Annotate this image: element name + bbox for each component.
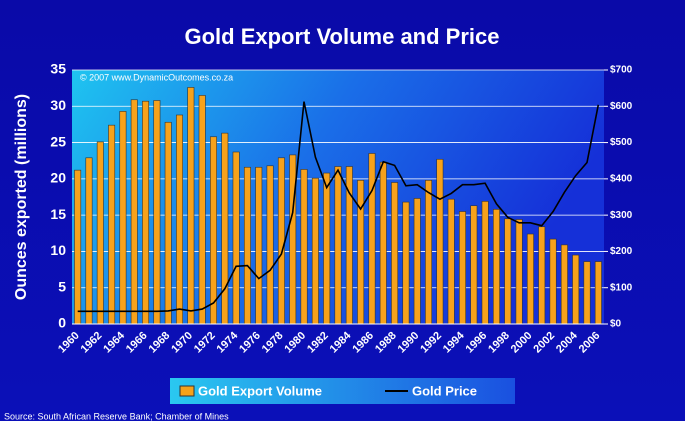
bar [108,124,116,325]
bar [391,182,399,325]
bar [210,136,217,325]
bar [481,201,489,325]
bar [515,219,523,325]
y2-tick-label: $200 [610,246,633,257]
y2-tick-label: $700 [610,65,633,76]
bar [425,180,433,325]
bar [368,153,376,325]
y-tick-label: 20 [50,170,66,186]
bar [198,95,206,325]
bar [74,169,82,325]
bar [187,87,195,325]
bar [560,244,568,325]
bar [492,209,500,325]
bar [594,261,602,325]
bar [176,114,184,325]
bar [526,233,534,325]
legend-label: Gold Export Volume [198,383,322,398]
bar [323,172,331,325]
bar [266,165,274,325]
bar [289,154,297,325]
bar [255,166,263,325]
bar [153,100,161,325]
bar [447,198,455,325]
y-tick-label: 25 [50,133,66,149]
y2-tick-label: $500 [610,137,633,148]
bar [232,151,240,325]
bar [549,238,557,325]
annotation: © 2007 www.DynamicOutcomes.co.za [80,72,233,82]
y-tick-label: 10 [50,242,66,258]
legend-swatch [179,385,195,397]
bar [243,166,251,325]
line [77,101,600,313]
y2-tick-label: $100 [610,282,633,293]
y-tick-label: 0 [58,315,66,331]
bar [277,157,285,325]
legend-label: Gold Price [412,383,477,398]
bar [538,226,546,325]
chart-title: Gold Export Volume and Price [185,24,500,49]
bar [470,205,478,325]
bar [504,218,512,325]
y-tick-label: 30 [50,97,66,113]
bar [85,157,93,325]
bar [357,180,365,325]
bar [130,99,138,325]
bar [119,111,127,325]
legend [170,378,515,404]
y-tick-label: 15 [50,206,66,222]
bar [402,201,410,325]
bar [436,158,444,325]
bar [164,121,172,325]
bar [583,261,591,325]
bar [311,177,319,325]
bar [413,198,421,325]
y-axis-label: Ounces exported (millions) [13,94,30,300]
y2-tick-label: $0 [610,319,622,330]
y2-tick-label: $300 [610,210,633,221]
bar [572,254,580,325]
y2-tick-label: $600 [610,101,633,112]
bar [221,132,229,325]
y2-tick-label: $400 [610,173,633,184]
bar [334,166,342,325]
y-tick-label: 5 [58,278,66,294]
bar [142,100,150,325]
bar [459,211,466,325]
y-tick-label: 35 [50,61,66,77]
bar [300,169,308,325]
bar [379,161,387,325]
source: Source: South African Reserve Bank; Cham… [4,411,229,421]
bar [96,141,104,325]
